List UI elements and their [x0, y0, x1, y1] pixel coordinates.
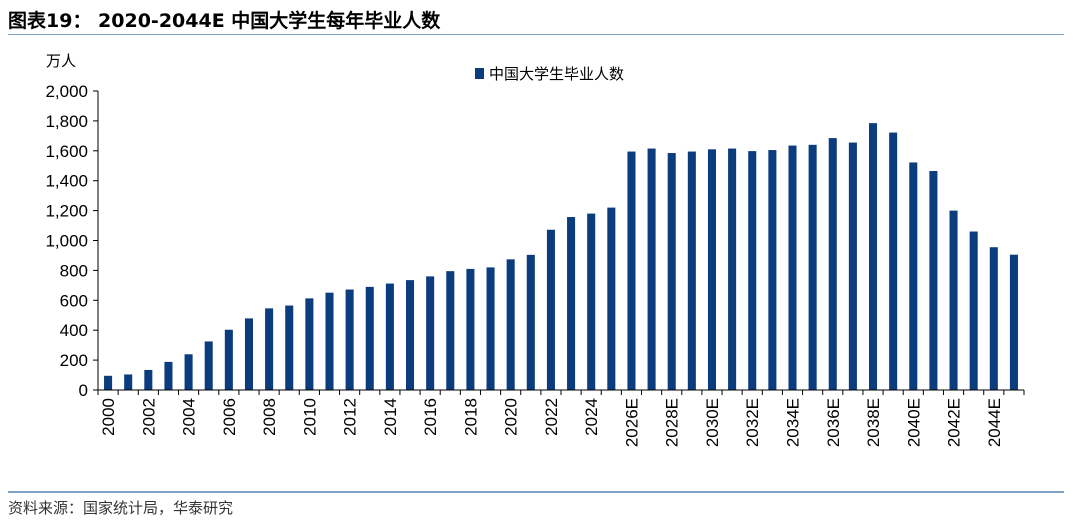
bar [969, 231, 978, 390]
bar [124, 374, 133, 390]
y-tick-label: 200 [60, 351, 88, 370]
y-tick-label: 600 [60, 291, 88, 310]
y-tick-label: 1,200 [45, 202, 88, 221]
y-tick-label: 1,800 [45, 112, 88, 131]
bar [405, 280, 415, 390]
bar [828, 138, 837, 390]
y-tick-label: 400 [60, 321, 88, 340]
y-tick-label: 2,000 [45, 82, 88, 101]
bar [748, 151, 757, 390]
bar [587, 213, 596, 390]
bar [506, 259, 515, 390]
bar [848, 142, 857, 390]
bar [104, 375, 113, 390]
bar [446, 271, 455, 390]
x-tick-label: 2012 [341, 398, 360, 436]
y-axis: 0 200 400 600 800 1,000 1,200 1,400 1,600 1,800 2,… [45, 82, 99, 400]
bar [385, 283, 394, 390]
y-tick-label: 1,600 [45, 142, 88, 161]
bar [184, 354, 193, 390]
y-tick-label: 0 [79, 381, 88, 400]
bar [265, 308, 274, 390]
bar [325, 292, 334, 390]
bar [728, 148, 737, 390]
x-tick-label: 2014 [381, 398, 400, 436]
y-tick-label: 800 [60, 261, 88, 280]
bar [1009, 254, 1018, 390]
bar [486, 267, 495, 390]
bar [889, 132, 898, 390]
source-note: 资料来源：国家统计局，华泰研究 [8, 499, 234, 517]
bar [466, 268, 475, 390]
x-tick-label: 2032E [743, 398, 762, 447]
x-tick-label: 2040E [904, 398, 923, 447]
bar [546, 229, 555, 390]
x-tick-label: 2000 [99, 398, 118, 436]
bar [808, 144, 817, 390]
bar [204, 341, 213, 390]
x-tick-label: 2034E [784, 398, 803, 447]
bar-chart: 万人 中国大学生毕业人数 0 200 400 600 800 1,000 1,200 1,40… [45, 52, 1025, 447]
bar [929, 170, 938, 390]
figure-title: 图表19： 2020-2044E 中国大学生每年毕业人数 [8, 10, 441, 32]
bar [244, 318, 254, 390]
legend: 中国大学生毕业人数 [475, 65, 624, 83]
x-tick-label: 2026E [622, 398, 641, 447]
x-tick-label: 2006 [220, 398, 239, 436]
x-tick-label: 2010 [300, 398, 319, 436]
x-tick-label: 2024 [582, 398, 601, 436]
x-tick-label: 2016 [421, 398, 440, 436]
bar [768, 150, 777, 390]
x-tick-label: 2028E [663, 398, 682, 447]
bar [949, 210, 958, 390]
bar [788, 145, 797, 390]
bar [224, 329, 233, 390]
bar [647, 148, 656, 390]
bar [426, 276, 435, 390]
y-tick-label: 1,000 [45, 232, 88, 251]
bar [365, 286, 374, 390]
legend-label: 中国大学生毕业人数 [489, 65, 624, 83]
top-divider [8, 34, 1064, 35]
x-tick-label: 2042E [945, 398, 964, 447]
bar [687, 151, 696, 390]
bar [707, 149, 717, 390]
x-tick-label: 2018 [461, 398, 480, 436]
bar [345, 289, 354, 390]
bar [285, 305, 294, 390]
bar [868, 123, 878, 390]
x-tick-label: 2020 [502, 398, 521, 436]
bar [607, 207, 616, 390]
bar [667, 153, 676, 390]
x-tick-label: 2030E [703, 398, 722, 447]
x-axis: 2000 2002 2004 2006 2008 2010 2012 2014 2016 2018… [97, 389, 1025, 447]
x-tick-label: 2004 [180, 398, 199, 436]
bar [567, 217, 576, 390]
bar [526, 254, 535, 390]
x-tick-label: 2036E [824, 398, 843, 447]
bar [144, 369, 153, 390]
bar [909, 162, 918, 390]
x-tick-label: 2022 [542, 398, 561, 436]
bars [104, 123, 1018, 390]
bottom-divider [8, 491, 1064, 493]
x-tick-label: 2038E [864, 398, 883, 447]
legend-swatch [475, 68, 484, 79]
x-tick-label: 2044E [985, 398, 1004, 447]
x-tick-label: 2008 [260, 398, 279, 436]
bar [989, 247, 998, 390]
bar [627, 151, 636, 390]
bar [305, 298, 314, 390]
y-unit-label: 万人 [46, 52, 76, 70]
y-tick-label: 1,400 [45, 172, 88, 191]
bar [164, 361, 173, 390]
x-tick-label: 2002 [139, 398, 158, 436]
